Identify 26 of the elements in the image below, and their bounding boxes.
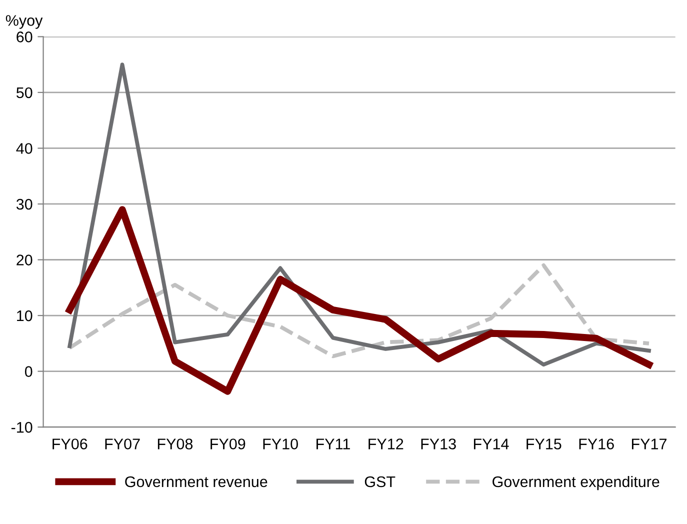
y-tick-label: 0 (24, 366, 32, 377)
legend-label: GST (364, 476, 396, 488)
y-tick-label: 30 (16, 198, 32, 210)
legend-label: Government expenditure (492, 476, 660, 490)
x-tick-label: FY13 (421, 438, 456, 450)
y-tick-label: 50 (16, 87, 32, 98)
x-tick-label: FY17 (632, 438, 666, 450)
y-tick-label: 40 (16, 143, 32, 154)
x-tick-label: FY09 (210, 438, 246, 450)
x-tick-label: FY10 (263, 438, 298, 450)
legend-label: Government revenue (125, 476, 268, 488)
y-tick-label: 10 (17, 310, 32, 322)
x-tick-label: FY12 (368, 438, 404, 450)
x-tick-label: FY11 (316, 438, 350, 450)
line-series (68, 62, 651, 367)
x-tick-label: FY08 (158, 438, 193, 450)
x-tick-label: FY06 (52, 438, 88, 450)
y-tick-label: 20 (16, 254, 32, 266)
x-tick-label: FY16 (579, 438, 614, 450)
y-tick-label: 60 (16, 32, 32, 42)
x-tick-label: FY15 (526, 438, 562, 450)
line-series (68, 263, 651, 358)
x-tick-label: FY07 (105, 438, 140, 450)
x-tick-label: FY14 (474, 438, 509, 450)
y-axis-title: %yoy (6, 15, 43, 29)
y-tick-label: -10 (11, 422, 32, 433)
